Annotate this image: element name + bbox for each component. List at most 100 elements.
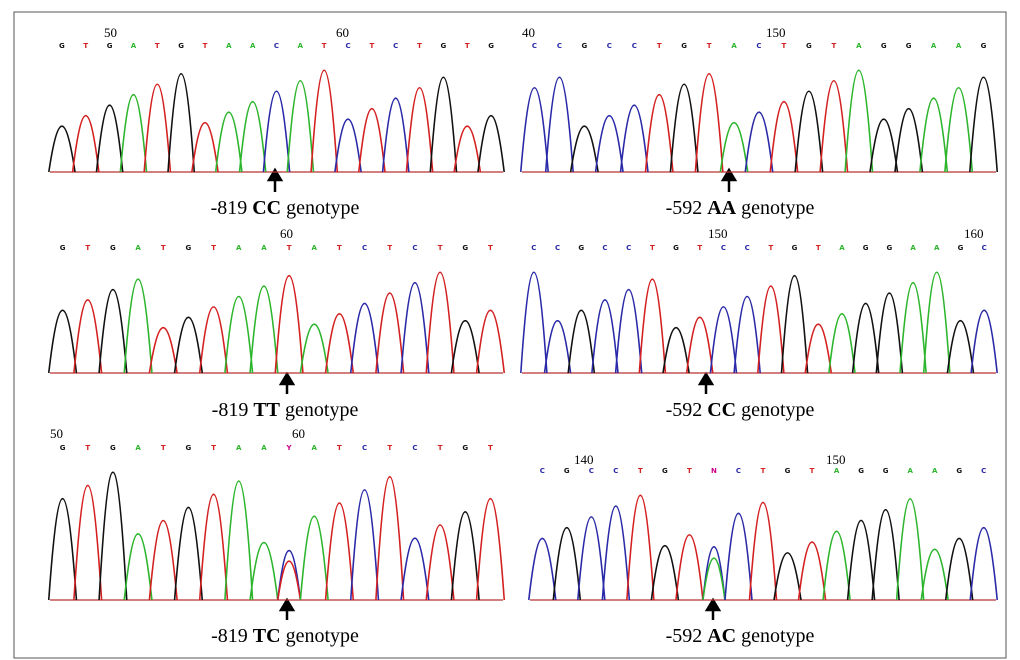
trace-peak xyxy=(799,542,826,600)
trace-peak xyxy=(897,499,924,600)
trace-peak xyxy=(175,317,203,373)
trace-peak xyxy=(627,495,654,600)
trace-peak xyxy=(240,102,266,172)
trace-peak xyxy=(49,310,77,373)
base-call: T xyxy=(768,244,773,252)
trace-peak xyxy=(546,77,573,172)
base-call: T xyxy=(322,42,327,50)
trace-peak xyxy=(568,310,594,373)
base-call: G xyxy=(441,42,447,50)
trace-peak xyxy=(426,525,454,600)
base-call: A xyxy=(236,444,242,452)
trace-peak xyxy=(74,485,102,600)
trace-peak xyxy=(300,516,328,600)
base-call: A xyxy=(956,42,962,50)
trace-peak xyxy=(734,296,760,373)
trace-peak xyxy=(823,531,850,600)
trace-peak xyxy=(216,112,242,172)
trace-peak xyxy=(124,534,152,600)
caption-suffix: genotype xyxy=(741,399,814,421)
trace-peak xyxy=(200,494,228,600)
caption-locus: -819 xyxy=(211,625,248,647)
trace-peak xyxy=(687,317,713,373)
base-call: T xyxy=(638,467,643,475)
trace-peak xyxy=(192,123,218,172)
trace-peak xyxy=(703,558,725,600)
base-call: G xyxy=(178,42,184,50)
trace-peak xyxy=(602,506,629,600)
base-call: G xyxy=(110,244,116,252)
trace-peak xyxy=(451,512,479,600)
trace-peak xyxy=(278,551,301,600)
trace-peak xyxy=(592,300,618,373)
trace-peak xyxy=(795,91,822,172)
trace-peak xyxy=(750,502,777,600)
trace-peak xyxy=(149,328,177,373)
base-call: A xyxy=(934,244,940,252)
base-call: T xyxy=(831,42,836,50)
trace-peak xyxy=(99,472,127,600)
trace-peak xyxy=(326,503,354,600)
trace-peak xyxy=(970,528,997,600)
trace-peak xyxy=(770,102,797,172)
base-call: C xyxy=(345,42,350,50)
base-call: A xyxy=(261,244,267,252)
caption-locus: -592 xyxy=(666,197,703,219)
base-call: G xyxy=(60,244,66,252)
trace-peak xyxy=(970,77,997,172)
trace-peak xyxy=(703,547,725,600)
base-call: N xyxy=(711,467,717,475)
base-call: T xyxy=(650,244,655,252)
base-call: T xyxy=(687,467,692,475)
base-call: T xyxy=(161,444,166,452)
base-call: T xyxy=(211,244,216,252)
base-call: T xyxy=(161,244,166,252)
base-call: G xyxy=(564,467,570,475)
base-call: C xyxy=(745,244,750,252)
trace-peak xyxy=(663,328,689,373)
base-call: T xyxy=(438,444,443,452)
caption-genotype: TT xyxy=(253,399,280,421)
base-call: C xyxy=(756,42,761,50)
trace-peak xyxy=(971,310,997,373)
base-call: T xyxy=(816,244,821,252)
base-call: G xyxy=(186,244,192,252)
base-call: C xyxy=(412,244,417,252)
trace-peak xyxy=(275,276,303,373)
base-call: G xyxy=(662,467,668,475)
base-call: Y xyxy=(286,444,293,452)
trace-peak xyxy=(225,481,253,600)
trace-peak xyxy=(521,88,548,172)
base-call: A xyxy=(839,244,845,252)
trace-peak xyxy=(872,510,899,600)
base-call: G xyxy=(110,444,116,452)
trace-peak xyxy=(853,303,879,373)
caption-locus: -819 xyxy=(211,197,248,219)
trace-peak xyxy=(845,70,872,172)
base-call: A xyxy=(135,244,141,252)
base-call: A xyxy=(932,467,938,475)
base-call: C xyxy=(602,244,607,252)
base-call: C xyxy=(412,444,417,452)
base-call: G xyxy=(886,244,892,252)
trace-peak xyxy=(695,74,722,172)
caption: -592 CC genotype xyxy=(666,399,815,421)
base-call: A xyxy=(731,42,737,50)
trace-peak xyxy=(710,307,736,373)
trace-peak xyxy=(73,116,99,172)
trace-peak xyxy=(621,105,648,172)
trace-peak xyxy=(401,538,429,600)
base-call: T xyxy=(387,444,392,452)
caption: -819 CC genotype xyxy=(211,197,360,219)
base-call: A xyxy=(910,244,916,252)
base-call: C xyxy=(557,42,562,50)
trace-peak xyxy=(168,74,194,172)
trace-peak xyxy=(774,553,801,600)
base-call: C xyxy=(632,42,637,50)
base-call: G xyxy=(792,244,798,252)
trace-peak xyxy=(920,98,947,172)
base-call: G xyxy=(581,42,587,50)
trace-peak xyxy=(300,324,328,373)
base-call: A xyxy=(250,42,256,50)
base-call: G xyxy=(863,244,869,252)
